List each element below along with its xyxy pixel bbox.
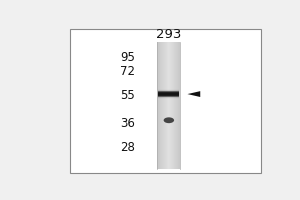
Bar — [70, 29, 261, 173]
Bar — [172, 42, 173, 169]
Bar — [158, 96, 179, 98]
Bar — [171, 42, 172, 169]
Bar — [173, 42, 174, 169]
Bar — [158, 90, 179, 92]
Bar — [158, 92, 179, 93]
Text: 72: 72 — [120, 65, 135, 78]
Bar — [158, 96, 179, 97]
Bar — [164, 42, 165, 169]
Bar — [170, 42, 171, 169]
Bar — [158, 92, 179, 93]
Bar — [158, 89, 179, 91]
Bar — [158, 93, 179, 94]
Bar — [158, 94, 179, 95]
Bar — [162, 42, 163, 169]
Bar — [158, 90, 179, 91]
Bar — [161, 42, 162, 169]
Bar — [158, 93, 179, 94]
Bar — [169, 42, 170, 169]
Bar — [160, 42, 161, 169]
Bar — [168, 42, 169, 169]
Bar — [158, 89, 179, 90]
Bar — [163, 42, 164, 169]
Bar — [176, 42, 177, 169]
Bar — [178, 42, 179, 169]
Bar — [158, 94, 179, 95]
Bar — [158, 97, 179, 98]
Bar — [158, 91, 179, 92]
Text: 28: 28 — [120, 141, 135, 154]
Bar — [180, 42, 181, 169]
Bar — [158, 91, 179, 92]
Bar — [158, 90, 179, 91]
Bar — [167, 42, 168, 169]
Bar — [158, 98, 179, 99]
Bar — [177, 42, 178, 169]
Bar — [158, 93, 179, 95]
Bar — [158, 97, 179, 98]
Bar — [158, 42, 159, 169]
Bar — [157, 42, 158, 169]
Text: 95: 95 — [120, 51, 135, 64]
Text: 55: 55 — [120, 89, 135, 102]
Text: 293: 293 — [156, 28, 182, 41]
Bar — [158, 94, 179, 96]
Ellipse shape — [164, 117, 174, 123]
Bar — [179, 42, 180, 169]
Bar — [158, 92, 179, 94]
Bar — [158, 91, 179, 92]
Bar — [158, 91, 179, 93]
Bar — [158, 95, 179, 97]
Bar — [174, 42, 175, 169]
Text: 36: 36 — [120, 117, 135, 130]
Bar — [158, 93, 179, 95]
Bar — [158, 95, 179, 97]
Bar — [165, 42, 166, 169]
Polygon shape — [188, 91, 200, 97]
Bar — [158, 95, 179, 96]
Bar — [158, 96, 179, 97]
Bar — [158, 97, 179, 99]
Bar — [159, 42, 160, 169]
Bar — [166, 42, 167, 169]
Bar — [158, 95, 179, 96]
